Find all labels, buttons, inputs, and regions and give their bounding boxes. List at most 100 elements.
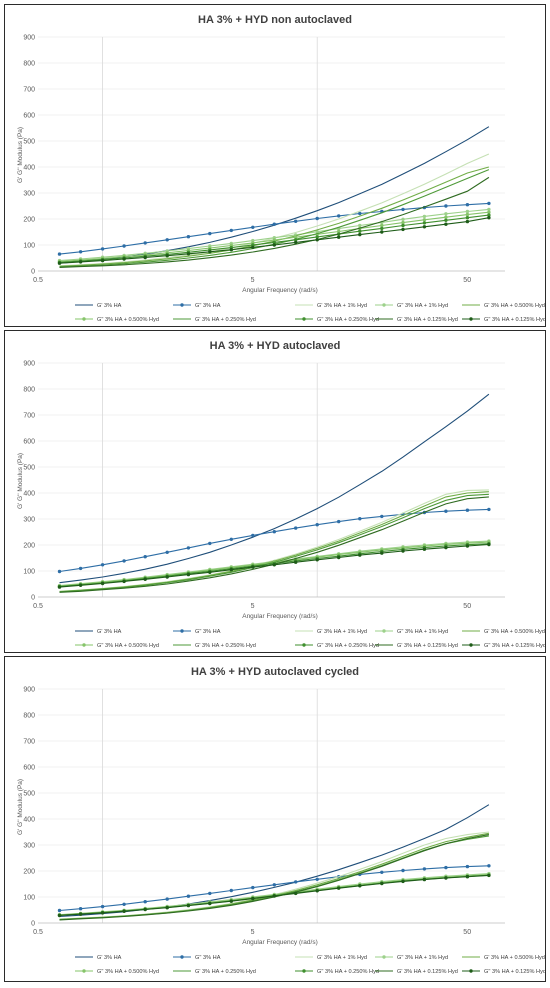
data-point — [165, 575, 169, 579]
y-tick-label: 100 — [23, 895, 35, 902]
data-point — [315, 230, 319, 234]
x-axis-label: Angular Frequency (rad/s) — [242, 939, 318, 946]
legend-marker — [82, 969, 86, 973]
data-point — [401, 223, 405, 228]
legend-label: G' 3% HA + 0.500% Hyd — [484, 303, 545, 309]
legend-marker — [469, 969, 473, 973]
data-point — [444, 545, 448, 550]
chart-2-svg: HA 3% + HYD autoclaved G' G'' Modulus (P… — [17, 340, 545, 650]
data-point — [465, 544, 470, 548]
legend-label: G' 3% HA — [97, 303, 122, 309]
data-point — [186, 252, 191, 256]
data-point — [272, 563, 276, 567]
data-point — [401, 868, 405, 873]
data-point — [165, 254, 169, 258]
data-point — [272, 530, 276, 534]
y-tick-label: 900 — [23, 361, 35, 368]
chart-title: HA 3% + HYD autoclaved cycled — [191, 666, 359, 678]
data-point — [272, 236, 276, 240]
x-tick-label: 0.5 — [33, 277, 43, 284]
data-point — [186, 546, 191, 550]
y-tick-label: 500 — [23, 791, 35, 798]
data-point — [208, 250, 212, 254]
legend-marker — [382, 303, 386, 307]
chart-title: HA 3% + HYD autoclaved — [210, 340, 341, 352]
legend-marker — [302, 969, 306, 973]
legend-label: G'' 3% HA + 0.125% Hyd — [484, 317, 545, 323]
legend-label: G'' 3% HA + 0.250% Hyd — [317, 317, 379, 323]
data-point — [229, 568, 233, 572]
legend-marker — [302, 643, 306, 647]
data-point — [208, 541, 212, 546]
data-point — [186, 235, 191, 239]
y-tick-label: 900 — [23, 35, 35, 42]
data-point — [78, 250, 83, 254]
data-point — [337, 235, 341, 239]
data-point — [337, 214, 341, 218]
data-point — [465, 219, 470, 224]
legend-label: G' 3% HA + 0.250% Hyd — [195, 643, 256, 649]
data-point — [251, 896, 255, 901]
legend-label: G' 3% HA + 0.125% Hyd — [397, 969, 458, 975]
data-point — [358, 211, 362, 216]
y-tick-label: 400 — [23, 491, 35, 498]
data-point — [100, 911, 105, 915]
data-point — [401, 217, 405, 221]
data-point — [487, 213, 491, 217]
x-tick-label: 0.5 — [33, 603, 43, 610]
data-point — [487, 507, 491, 512]
x-tick-label: 0.5 — [33, 929, 43, 936]
data-point — [272, 240, 276, 245]
data-point — [315, 889, 319, 893]
data-point — [358, 553, 362, 557]
data-point — [358, 517, 362, 521]
data-point — [100, 563, 105, 567]
data-point — [401, 207, 405, 212]
data-point — [186, 903, 191, 908]
y-tick-label: 0 — [31, 921, 35, 928]
data-point — [165, 238, 169, 242]
data-point — [143, 577, 147, 581]
data-point — [444, 215, 448, 219]
data-point — [465, 875, 470, 879]
x-tick-label: 50 — [463, 929, 471, 936]
x-axis-label: Angular Frequency (rad/s) — [242, 287, 318, 294]
data-point — [380, 881, 384, 886]
chart-panel-1: HA 3% + HYD non autoclaved G' G'' Modulu… — [4, 4, 546, 327]
data-point — [100, 581, 105, 586]
data-point — [294, 219, 298, 223]
data-point — [272, 894, 276, 898]
data-point — [122, 257, 126, 261]
legend-label: G'' 3% HA + 0.500% Hyd — [97, 317, 159, 323]
legend-label: G'' 3% HA + 0.125% Hyd — [484, 643, 545, 649]
data-point — [165, 897, 169, 901]
data-point — [57, 261, 62, 265]
data-point — [487, 201, 491, 206]
y-tick-label: 0 — [31, 595, 35, 602]
y-tick-label: 100 — [23, 243, 35, 250]
plot-group: 0 100 200 300 400 500 600 700 800 900 0.5 5 50 G' 3% … — [23, 361, 545, 650]
legend-label: G' 3% HA + 0.500% Hyd — [484, 955, 545, 961]
data-point — [422, 547, 427, 551]
legend-label: G'' 3% HA + 1% Hyd — [397, 629, 448, 635]
data-point — [208, 570, 212, 574]
series-line — [59, 804, 490, 918]
legend-label: G' 3% HA + 1% Hyd — [317, 629, 367, 635]
data-point — [422, 225, 427, 229]
data-point — [251, 533, 255, 538]
data-point — [465, 212, 470, 217]
x-tick-label: 5 — [251, 277, 255, 284]
data-point — [122, 579, 126, 584]
data-point — [444, 876, 448, 880]
legend-label: G' 3% HA + 0.500% Hyd — [484, 629, 545, 635]
data-point — [122, 909, 126, 913]
data-point — [487, 873, 491, 878]
data-point — [380, 223, 384, 228]
data-point — [272, 883, 276, 887]
data-point — [444, 204, 448, 208]
data-point — [315, 523, 319, 527]
data-point — [57, 569, 62, 574]
legend-label: G' 3% HA + 0.125% Hyd — [397, 317, 458, 323]
plot-group: 0 100 200 300 400 500 600 700 800 900 0.5 5 50 G' 3% … — [23, 687, 545, 976]
y-tick-label: 400 — [23, 165, 35, 172]
